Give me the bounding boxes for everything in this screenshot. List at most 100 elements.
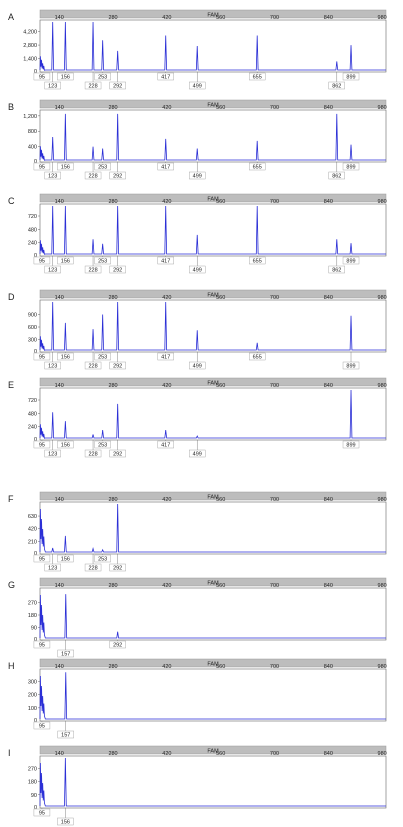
channel-header-bar bbox=[39, 9, 387, 19]
peak-label-box bbox=[84, 171, 102, 180]
peak-size-label: 292 bbox=[113, 452, 122, 458]
peak-label-box bbox=[94, 440, 111, 449]
panel-F: F FAM 140 280 420 560 700 840 980 210 420 630 095123… bbox=[8, 491, 387, 572]
x-tick-label: 700 bbox=[270, 199, 279, 205]
peak-size-label: 95 bbox=[39, 165, 45, 171]
x-tick-label: 560 bbox=[216, 497, 225, 503]
plot-frame bbox=[39, 109, 387, 163]
peak-size-label: 253 bbox=[98, 75, 107, 81]
peak-size-label: 253 bbox=[98, 557, 107, 563]
x-tick-label: 980 bbox=[378, 751, 387, 757]
peak-label-box bbox=[109, 449, 126, 458]
y-tick-label: 100 bbox=[28, 706, 37, 712]
peak-size-label: 292 bbox=[113, 566, 122, 572]
peak-size-label: 862 bbox=[332, 268, 341, 274]
x-tick-label: 140 bbox=[55, 295, 64, 301]
peak-size-label: 253 bbox=[98, 259, 107, 265]
y-tick-label: 0 bbox=[34, 718, 37, 724]
x-tick-label: 140 bbox=[55, 383, 64, 389]
peak-size-label: 417 bbox=[161, 443, 170, 449]
channel-label: FAM bbox=[207, 381, 219, 387]
x-tick-label: 420 bbox=[162, 383, 171, 389]
x-tick-label: 280 bbox=[108, 199, 117, 205]
x-tick-label: 560 bbox=[216, 295, 225, 301]
peak-label-box bbox=[33, 554, 51, 563]
x-tick-label: 420 bbox=[162, 583, 171, 589]
channel-label: FAM bbox=[207, 749, 219, 755]
y-tick-label: 600 bbox=[28, 325, 37, 331]
x-tick-label: 840 bbox=[324, 15, 333, 21]
peak-size-label: 655 bbox=[253, 259, 262, 265]
x-tick-label: 840 bbox=[324, 497, 333, 503]
x-tick-label: 280 bbox=[108, 751, 117, 757]
plot-frame bbox=[39, 203, 387, 257]
peak-size-label: 95 bbox=[39, 724, 45, 730]
channel-header-bar bbox=[39, 193, 387, 203]
peak-label-box bbox=[84, 361, 102, 370]
peak-label-box bbox=[44, 265, 61, 274]
peak-label-box bbox=[249, 72, 266, 81]
y-tick-label: 720 bbox=[28, 214, 37, 220]
peak-size-label: 157 bbox=[61, 733, 70, 739]
peak-label-box bbox=[33, 440, 51, 449]
trace-line bbox=[39, 757, 386, 807]
peak-label-box bbox=[94, 256, 111, 265]
peak-size-label: 862 bbox=[332, 174, 341, 180]
channel-label: FAM bbox=[207, 293, 219, 299]
panel-letter: H bbox=[8, 661, 15, 671]
peak-size-label: 499 bbox=[193, 452, 202, 458]
peak-size-label: 499 bbox=[193, 268, 202, 274]
y-tick-label: 90 bbox=[31, 626, 37, 632]
peak-label-box bbox=[33, 721, 51, 730]
peak-label-box bbox=[57, 352, 74, 361]
channel-label: FAM bbox=[207, 495, 219, 501]
peak-size-label: 899 bbox=[346, 75, 355, 81]
x-tick-label: 420 bbox=[162, 664, 171, 670]
plot-frame bbox=[39, 668, 387, 722]
peak-size-label: 292 bbox=[113, 268, 122, 274]
y-tick-label: 90 bbox=[31, 793, 37, 799]
peak-size-label: 862 bbox=[332, 84, 341, 90]
x-tick-label: 420 bbox=[162, 105, 171, 111]
y-tick-label: 4,200 bbox=[23, 30, 37, 36]
channel-label: FAM bbox=[207, 103, 219, 109]
y-tick-label: 180 bbox=[28, 613, 37, 619]
peak-label-box bbox=[328, 265, 345, 274]
peak-size-label: 253 bbox=[98, 165, 107, 171]
trace-line bbox=[39, 113, 386, 161]
peak-label-box bbox=[33, 162, 51, 171]
peak-size-label: 292 bbox=[113, 643, 122, 649]
peak-label-box bbox=[33, 256, 51, 265]
peak-label-box bbox=[249, 162, 266, 171]
panel-G: G FAM 140 280 420 560 700 840 980 90 180 270 095 157 2… bbox=[8, 577, 387, 658]
peak-label-box bbox=[342, 256, 360, 265]
x-tick-label: 280 bbox=[108, 295, 117, 301]
x-tick-label: 700 bbox=[270, 751, 279, 757]
peak-size-label: 417 bbox=[161, 259, 170, 265]
peak-size-label: 228 bbox=[88, 566, 97, 572]
x-tick-label: 980 bbox=[378, 497, 387, 503]
x-tick-label: 560 bbox=[216, 664, 225, 670]
peak-size-label: 499 bbox=[193, 174, 202, 180]
peak-size-label: 156 bbox=[61, 165, 70, 171]
trace-line bbox=[39, 21, 386, 71]
peak-label-box bbox=[109, 361, 126, 370]
peak-label-box bbox=[84, 563, 102, 572]
peak-size-label: 228 bbox=[88, 452, 97, 458]
channel-header-bar bbox=[39, 577, 387, 587]
peak-label-box bbox=[189, 265, 206, 274]
peak-size-label: 123 bbox=[48, 452, 57, 458]
channel-header-bar bbox=[39, 658, 387, 668]
x-tick-label: 840 bbox=[324, 751, 333, 757]
peak-label-box bbox=[157, 162, 174, 171]
peak-size-label: 95 bbox=[39, 75, 45, 81]
y-tick-label: 0 bbox=[34, 69, 37, 75]
peak-label-box bbox=[57, 72, 74, 81]
peak-label-box bbox=[342, 72, 360, 81]
peak-label-box bbox=[109, 640, 126, 649]
peak-size-label: 899 bbox=[346, 364, 355, 370]
peak-label-box bbox=[157, 72, 174, 81]
peak-size-label: 292 bbox=[113, 84, 122, 90]
peak-size-label: 95 bbox=[39, 355, 45, 361]
x-tick-label: 700 bbox=[270, 497, 279, 503]
